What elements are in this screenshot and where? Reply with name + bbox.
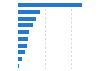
Bar bbox=[18, 50, 25, 54]
Bar bbox=[18, 37, 28, 41]
Bar bbox=[18, 17, 36, 21]
Bar bbox=[18, 3, 82, 7]
Bar bbox=[18, 30, 29, 34]
Bar bbox=[18, 57, 22, 61]
Bar bbox=[18, 10, 40, 14]
Bar bbox=[18, 24, 33, 27]
Bar bbox=[18, 44, 27, 47]
Bar bbox=[18, 64, 19, 68]
